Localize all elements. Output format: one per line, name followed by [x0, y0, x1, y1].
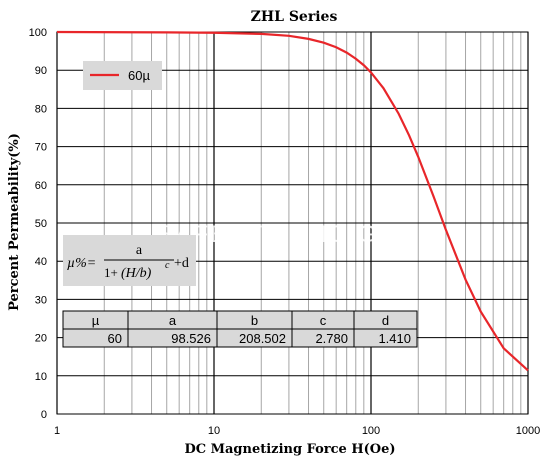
y-tick-label: 90	[35, 65, 47, 77]
chart-title: ZHL Series	[251, 9, 338, 25]
parameter-table: µ 60 a 98.526 b 208.502 c 2.780 d 1.410	[62, 310, 418, 348]
x-tick-label: 1	[54, 425, 60, 437]
formula-lhs: µ%=	[67, 256, 96, 271]
formula-box: µ%= a 1+ (H/b) c +d	[63, 235, 196, 286]
table-header-cell: µ	[92, 313, 100, 328]
formula-suffix: +d	[174, 256, 189, 271]
y-tick-label: 10	[35, 371, 47, 383]
formula-exponent: c	[165, 260, 170, 271]
table-header-cell: b	[251, 313, 258, 328]
table-value-cell: 60	[108, 331, 122, 346]
x-axis-label: DC Magnetizing Force H(Oe)	[184, 442, 395, 457]
table-header-cell: d	[382, 313, 389, 328]
table-value-cell: 98.526	[171, 331, 211, 346]
y-tick-label: 70	[35, 142, 47, 154]
series-line-60u	[56, 30, 529, 372]
x-tick-label: 10	[208, 425, 220, 437]
x-tick-label: 100	[362, 425, 380, 437]
x-tick-labels: 1 10 100 1000	[54, 425, 540, 437]
y-tick-label: 80	[35, 103, 47, 115]
y-tick-label: 100	[29, 27, 47, 39]
table-header-cell: a	[169, 313, 177, 328]
y-tick-label: 40	[35, 256, 47, 268]
table-value-cell: 2.780	[315, 331, 348, 346]
table-value-cell: 1.410	[378, 331, 411, 346]
legend-label: 60µ	[128, 68, 150, 83]
y-tick-label: 30	[35, 294, 47, 306]
formula-denominator-base: (H/b)	[121, 266, 152, 281]
y-axis-label: Percent Permeability(%)	[7, 133, 22, 311]
legend: 60µ	[83, 61, 162, 90]
table-header-cell: c	[320, 313, 327, 328]
table-value-cell: 208.502	[239, 331, 286, 346]
y-tick-label: 60	[35, 180, 47, 192]
y-tick-label: 0	[41, 409, 47, 421]
y-tick-label: 20	[35, 333, 47, 345]
formula-numerator: a	[136, 243, 143, 258]
formula-denominator-prefix: 1+	[104, 265, 118, 280]
plot-frame	[56, 31, 529, 415]
y-tick-labels: 0 10 20 30 40 50 60 70 80 90 100	[29, 27, 47, 421]
x-tick-label: 1000	[516, 425, 540, 437]
y-tick-label: 50	[35, 218, 47, 230]
